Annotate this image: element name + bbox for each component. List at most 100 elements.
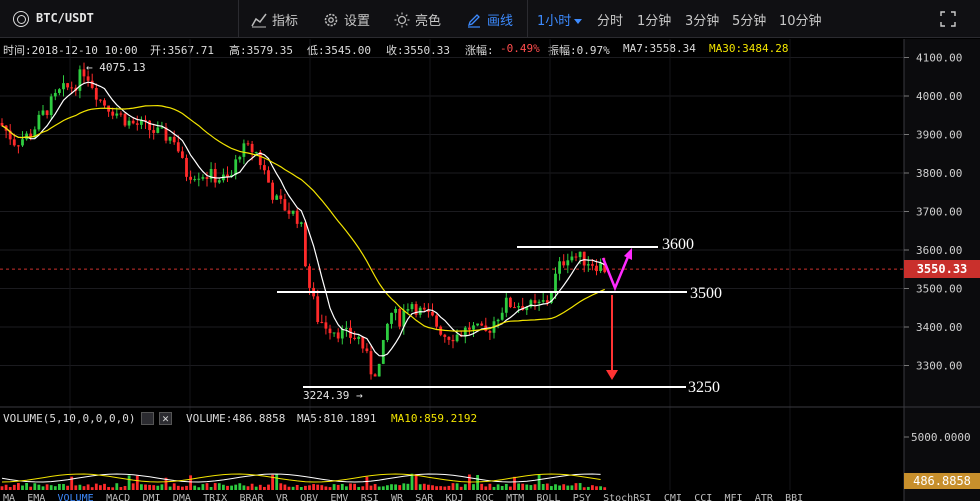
candle-body [324, 322, 328, 329]
volume-bar [254, 486, 258, 490]
volume-bar [189, 475, 192, 490]
level-line-3600[interactable] [517, 246, 658, 248]
volume-bar [566, 485, 570, 490]
volume-bar [492, 486, 496, 490]
draw-line-button[interactable]: 画线 [466, 10, 513, 29]
period-3m[interactable]: 3分钟 [685, 14, 720, 29]
candle-body [181, 151, 184, 158]
settings-button[interactable]: 设置 [323, 10, 370, 29]
candle-body [504, 297, 508, 313]
volume-bar [275, 474, 279, 490]
current-volume-tag: 486.8858 [904, 473, 980, 489]
indicator-tab-psy[interactable]: PSY [572, 493, 591, 501]
volume-bar [435, 486, 438, 490]
candle-body [447, 336, 451, 340]
candle-body [455, 334, 459, 342]
volume-bar [217, 483, 221, 490]
volume-bar [258, 484, 262, 490]
indicator-tab-emv[interactable]: EMV [330, 493, 349, 501]
candle-body [8, 130, 12, 140]
indicator-tab-obv[interactable]: OBV [300, 493, 319, 501]
volume-bar [37, 484, 41, 490]
price-tick-label: 3500.00 [916, 283, 962, 296]
indicator-button[interactable]: 指标 [251, 10, 298, 29]
indicator-tab-bbi[interactable]: BBI [785, 493, 804, 501]
candle-body [58, 89, 61, 93]
volume-bar [144, 484, 147, 490]
indicator-tab-brar[interactable]: BRAR [239, 493, 264, 501]
indicator-tab-stochrsi[interactable]: StochRSI [603, 493, 652, 501]
candle-body [586, 264, 590, 266]
low-price-annotation: 3224.39 → [303, 389, 363, 402]
candle-body [320, 321, 324, 323]
volume-bar [234, 484, 238, 490]
candle-body [131, 120, 135, 124]
candle-body [193, 179, 197, 181]
indicator-tab-mfi[interactable]: MFI [724, 493, 743, 501]
indicator-tab-macd[interactable]: MACD [106, 493, 131, 501]
volume-bar [451, 483, 455, 490]
indicator-tab-ma[interactable]: MA [3, 493, 16, 501]
volume-bar [484, 486, 488, 490]
period-10m[interactable]: 10分钟 [779, 14, 822, 29]
period-timeline[interactable]: 分时 [597, 14, 624, 29]
indicator-tab-cmi[interactable]: CMI [663, 493, 682, 501]
volume-bar [603, 487, 607, 490]
indicator-tab-roc[interactable]: ROC [475, 493, 494, 501]
indicator-tab-dma[interactable]: DMA [172, 493, 191, 501]
indicator-tab-boll[interactable]: BOLL [536, 493, 561, 501]
volume-bar [517, 483, 520, 490]
volume-bar [17, 483, 20, 490]
indicator-tab-rsi[interactable]: RSI [360, 493, 379, 501]
period-1h[interactable]: 1小时 [537, 10, 583, 29]
volume-bar [8, 487, 12, 490]
candle-body [148, 120, 151, 131]
level-line-3250[interactable] [303, 386, 686, 388]
indicator-tab-wr[interactable]: WR [391, 493, 404, 501]
indicator-tab-ema[interactable]: EMA [27, 493, 46, 501]
indicator-tab-vr[interactable]: VR [275, 493, 288, 501]
volume-bar [271, 474, 274, 490]
candle-body [209, 168, 213, 179]
volume-bar [238, 483, 242, 490]
volume-bar [135, 475, 139, 490]
period-1m[interactable]: 1分钟 [637, 14, 672, 29]
volume-settings-icon[interactable] [141, 412, 154, 425]
candle-body [70, 87, 74, 89]
light-theme-button[interactable]: 亮色 [394, 10, 441, 29]
candle-body [90, 80, 94, 88]
volume-bar [381, 486, 385, 490]
indicator-tab-cci[interactable]: CCI [694, 493, 713, 501]
candle-body [410, 304, 414, 310]
indicator-tab-mtm[interactable]: MTM [506, 493, 525, 501]
indicator-tab-kdj[interactable]: KDJ [445, 493, 464, 501]
volume-bar [496, 484, 500, 490]
info-low: 低:3545.00 [307, 44, 371, 57]
volume-bar [398, 485, 402, 490]
indicator-tab-dmi[interactable]: DMI [142, 493, 161, 501]
candle-body [279, 195, 283, 200]
period-5m[interactable]: 5分钟 [732, 14, 767, 29]
candle-body [566, 260, 570, 266]
candle-body [135, 123, 139, 125]
volume-bar [574, 483, 578, 490]
candle-body [398, 308, 402, 327]
level-label-3600: 3600 [662, 236, 694, 253]
candle-body [127, 120, 131, 126]
volume-ma10: MA10:859.2192 [391, 412, 478, 425]
volume-bar [0, 486, 4, 490]
level-line-3500[interactable] [277, 291, 687, 293]
volume-bar [111, 487, 115, 490]
volume-title: VOLUME(5,10,0,0,0,0) [3, 412, 136, 425]
indicator-tab-trix[interactable]: TRIX [203, 493, 228, 501]
volume-bar [209, 486, 213, 490]
indicator-tab-atr[interactable]: ATR [754, 493, 773, 501]
indicator-tab-volume[interactable]: VOLUME [57, 493, 94, 501]
candle-body [554, 273, 557, 293]
indicator-tab-sar[interactable]: SAR [415, 493, 434, 501]
close-icon[interactable]: ✕ [159, 412, 172, 425]
candle-body [250, 143, 254, 153]
volume-bar [29, 486, 33, 490]
candle-body [144, 119, 147, 121]
fullscreen-icon[interactable] [940, 11, 956, 27]
